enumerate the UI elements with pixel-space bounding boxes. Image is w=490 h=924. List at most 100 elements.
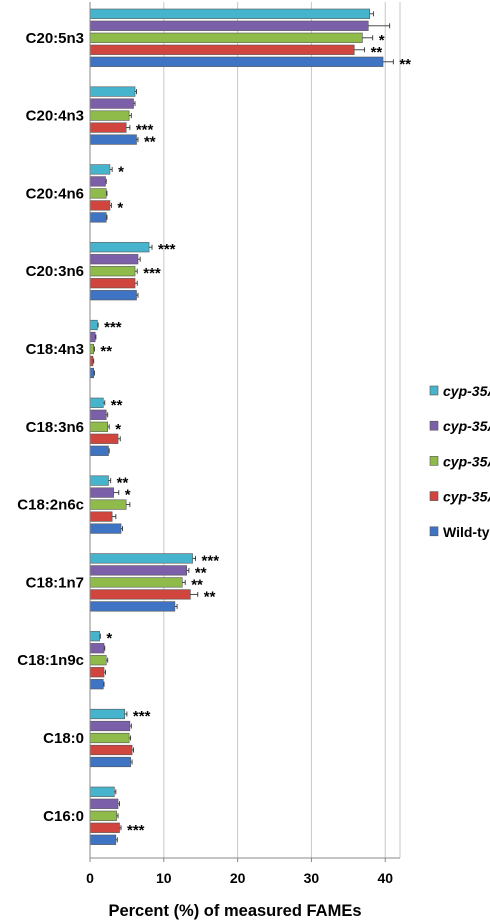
- bar-c18-1n7-cyp-35a2: [89, 577, 183, 588]
- y-tick-label-c20-5n3: C20:5n3: [26, 30, 84, 47]
- x-tick-label-20: 20: [230, 870, 246, 886]
- y-tick-labels: C20:5n3 C20:4n3 C20:4n6 C20:3n6 C18:4n3 C18:3…: [17, 30, 84, 825]
- bar-group-c18-4n3: [89, 319, 99, 379]
- bar-c16-0-cyp-35a4: [89, 798, 119, 809]
- annotation-c20-5n3-cyp-35a1: **: [371, 44, 383, 61]
- y-tick-label-c20-4n6: C20:4n6: [26, 185, 84, 202]
- bar-c20-3n6-wild-type: [89, 290, 137, 301]
- bar-c18-1n9c-cyp-35a4: [89, 643, 105, 654]
- legend-label-cyp-35a4: cyp-35A4: [443, 418, 490, 434]
- legend-label-cyp-35a2: cyp-35A2: [443, 453, 490, 469]
- bar-c18-2n6c-cyp-35a1: [89, 511, 113, 522]
- legend-swatch-cyp-35a2: [429, 456, 439, 466]
- bar-c18-0-cyp-35a4: [89, 720, 131, 732]
- annotation-c20-5n3-wild-type: **: [399, 56, 411, 73]
- bar-c18-4n3-wild-type: [89, 367, 94, 379]
- bar-c20-5n3-cyp-35a5: [89, 8, 371, 19]
- bar-c18-3n6-cyp-35a4: [89, 409, 107, 420]
- bar-c16-0-cyp-35a5: [89, 786, 115, 797]
- x-tick-labels: 0 10 20 30 40: [86, 858, 393, 886]
- annotation-c16-0-cyp-35a1: ***: [127, 822, 145, 839]
- bar-group-c20-4n6: [89, 164, 113, 223]
- annotation-c18-1n7-cyp-35a5: ***: [202, 552, 220, 569]
- bar-c20-3n6-cyp-35a2: [89, 266, 136, 277]
- annotation-c18-0-cyp-35a5: ***: [133, 708, 151, 725]
- bar-c18-3n6-cyp-35a1: [89, 433, 119, 444]
- bar-c18-1n7-cyp-35a5: [89, 553, 193, 564]
- bar-c20-4n3-cyp-35a2: [89, 110, 130, 121]
- y-tick-label-c18-1n9c: C18:1n9c: [17, 652, 84, 669]
- bar-group-c18-0: [89, 708, 134, 768]
- y-tick-label-c18-3n6: C18:3n6: [26, 419, 84, 436]
- bar-c20-4n3-cyp-35a5: [89, 86, 136, 97]
- y-tick-label-c18-4n3: C18:4n3: [26, 341, 84, 358]
- bar-c18-1n9c-cyp-35a5: [89, 631, 100, 642]
- y-tick-label-c18-0: C18:0: [43, 730, 84, 747]
- y-tick-label-c20-4n3: C20:4n3: [26, 108, 84, 125]
- bar-c20-5n3-wild-type: [89, 56, 384, 67]
- bar-c18-4n3-cyp-35a2: [89, 343, 94, 355]
- legend-label-wild-type: Wild-type: [443, 524, 490, 540]
- bar-c18-4n3-cyp-35a5: [89, 319, 98, 331]
- bar-c20-4n6-cyp-35a2: [89, 188, 107, 199]
- x-tick-label-30: 30: [304, 870, 320, 886]
- legend-swatch-cyp-35a5: [429, 385, 439, 396]
- bar-c20-3n6-cyp-35a4: [89, 254, 139, 265]
- bar-c20-4n6-cyp-35a5: [89, 164, 111, 175]
- bar-c20-4n3-cyp-35a4: [89, 98, 134, 109]
- annotation-c18-4n3-cyp-35a2: **: [100, 343, 112, 360]
- legend-label-cyp-35a5: cyp-35A5: [443, 383, 490, 399]
- y-tick-label-c18-1n7: C18:1n7: [26, 574, 84, 591]
- annotation-c20-4n3-wild-type: **: [144, 134, 156, 151]
- legend-item-cyp-35a2: cyp-35A2: [429, 453, 490, 469]
- bar-c16-0-cyp-35a2: [89, 810, 117, 821]
- annotation-c20-3n6-cyp-35a2: ***: [143, 265, 161, 282]
- legend-item-cyp-35a5: cyp-35A5: [429, 383, 490, 399]
- legend-item-cyp-35a4: cyp-35A4: [429, 418, 490, 434]
- bar-c20-4n3-wild-type: [89, 134, 137, 145]
- bar-group-c20-5n3: [89, 8, 394, 67]
- bar-group-c18-1n7: [89, 553, 199, 612]
- annotation-c18-1n7-cyp-35a1: **: [204, 588, 216, 605]
- annotation-c20-4n6-cyp-35a5: *: [118, 163, 124, 180]
- x-tick-label-10: 10: [156, 870, 172, 886]
- annotation-c18-1n9c-cyp-35a5: *: [106, 630, 112, 647]
- bar-group-c20-4n3: [89, 86, 139, 145]
- legend-item-wild-type: Wild-type: [429, 524, 490, 540]
- annotation-c18-3n6-cyp-35a5: **: [111, 397, 123, 414]
- bar-c20-5n3-cyp-35a4: [89, 20, 369, 31]
- bar-c20-4n6-cyp-35a4: [89, 176, 106, 187]
- annotation-c20-5n3-cyp-35a2: *: [379, 32, 385, 49]
- bar-group-c16-0: [89, 786, 122, 845]
- bar-c20-3n6-cyp-35a5: [89, 242, 150, 253]
- annotation-c18-3n6-cyp-35a2: *: [115, 421, 121, 438]
- significance-annotations: ****************************************…: [100, 32, 411, 839]
- legend-swatch-cyp-35a4: [429, 420, 439, 431]
- legend-label-cyp-35a1: cyp-35A1: [443, 489, 490, 505]
- x-axis-label: Percent (%) of measured FAMEs: [108, 902, 361, 920]
- bar-c18-2n6c-wild-type: [89, 523, 122, 534]
- bar-c18-2n6c-cyp-35a4: [89, 487, 114, 498]
- bar-c18-0-wild-type: [89, 756, 131, 768]
- y-tick-label-c18-2n6c: C18:2n6c: [17, 497, 84, 514]
- annotation-c18-2n6c-cyp-35a4: *: [125, 487, 131, 504]
- bar-c18-1n9c-cyp-35a2: [89, 655, 107, 666]
- bar-c18-1n7-cyp-35a1: [89, 589, 191, 600]
- bar-c16-0-wild-type: [89, 834, 117, 845]
- annotation-c18-1n7-cyp-35a2: **: [191, 576, 203, 593]
- annotation-c20-4n3-cyp-35a1: ***: [136, 122, 154, 139]
- axes: [89, 2, 400, 859]
- annotation-c18-1n7-cyp-35a4: **: [195, 564, 207, 581]
- bar-c18-4n3-cyp-35a4: [89, 331, 96, 343]
- bar-c20-4n3-cyp-35a1: [89, 122, 127, 133]
- bar-c20-3n6-cyp-35a1: [89, 278, 136, 289]
- legend-swatch-cyp-35a1: [429, 491, 439, 501]
- y-tick-label-c20-3n6: C20:3n6: [26, 263, 84, 280]
- bar-c18-0-cyp-35a2: [89, 732, 130, 744]
- bar-c20-5n3-cyp-35a2: [89, 32, 363, 43]
- bar-c18-2n6c-cyp-35a2: [89, 499, 127, 510]
- bar-c18-3n6-cyp-35a5: [89, 397, 104, 408]
- bar-c18-1n9c-wild-type: [89, 679, 104, 690]
- legend: cyp-35A5 cyp-35A4 cyp-35A2 cyp-35A1 Wild-typ…: [429, 383, 490, 540]
